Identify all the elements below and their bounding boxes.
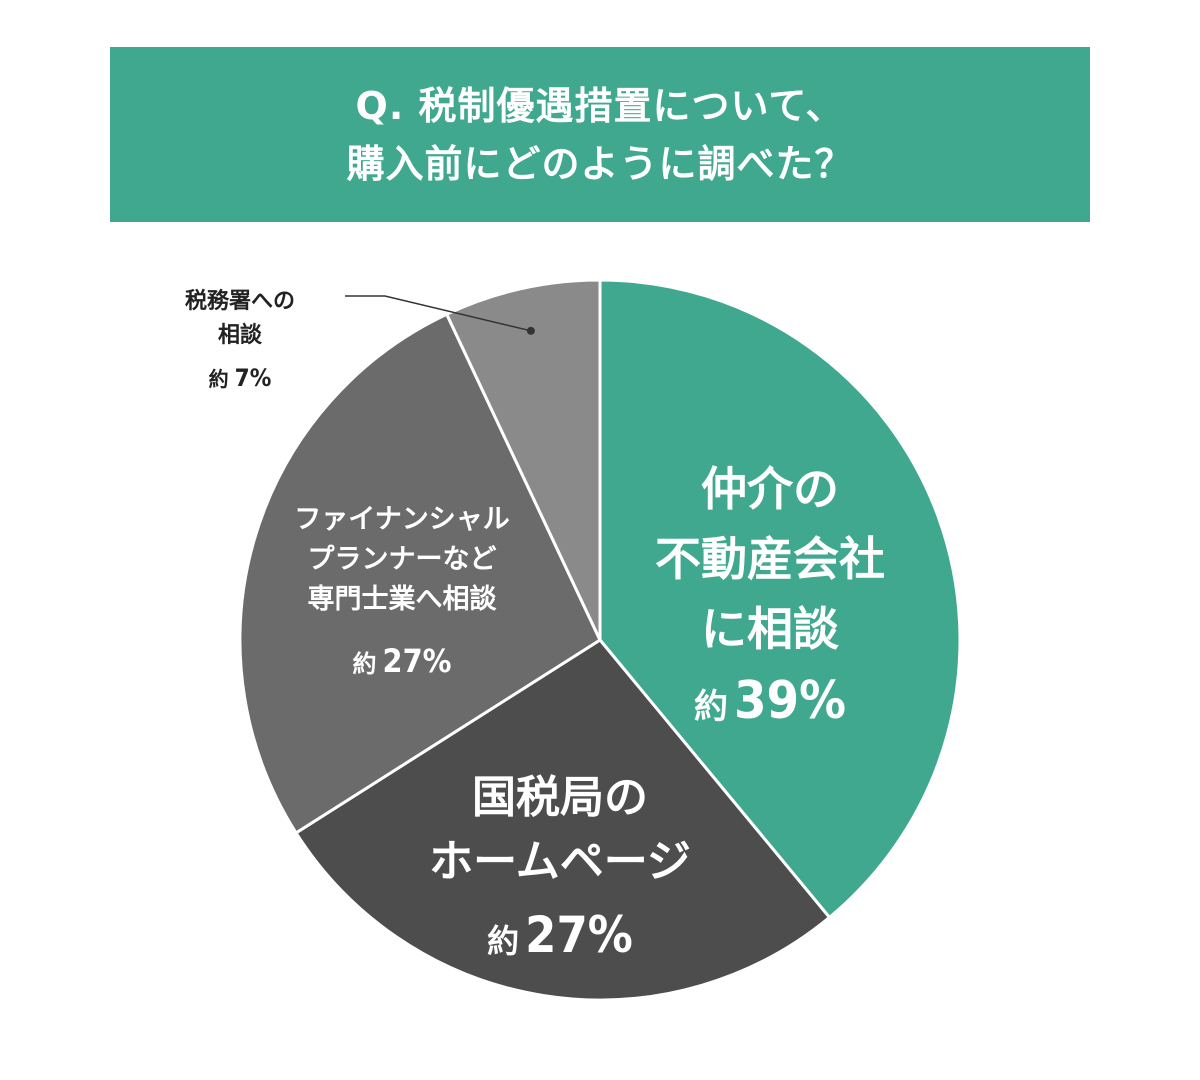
title-line-1: Q. 税制優遇措置について、	[355, 83, 845, 128]
slice-3-label-line-1: ファイナンシャル	[294, 504, 509, 535]
pie-slice-3	[238, 312, 602, 835]
slice-4-label-line-2: 相談	[218, 322, 263, 348]
slice-2-percent-label: 約 27%	[487, 906, 633, 964]
slice-1-label-line-2: 不動産会社	[655, 532, 885, 586]
slice-4-percent-label: 約 7%	[209, 364, 272, 392]
title-line-2: 購入前にどのように調べた？	[346, 141, 854, 186]
leader-dot	[526, 326, 535, 335]
pie-slice-4	[444, 278, 602, 641]
slice-1-label-line-3: に相談	[701, 602, 839, 656]
leader-line	[345, 295, 532, 332]
pie-slice-1	[598, 278, 962, 920]
pie-slice-2	[293, 638, 832, 1002]
pie-slices	[238, 278, 962, 1002]
slice-3-percent-label: 約 27%	[353, 642, 452, 680]
slice-1-label-line-1: 仲介の	[701, 462, 839, 516]
slice-3-label-line-3: 専門士業へ相談	[308, 583, 498, 615]
slice-1-percent-label: 約 39%	[694, 671, 846, 731]
title-banner: Q. 税制優遇措置について、 購入前にどのように調べた？	[110, 47, 1090, 222]
slice-4-label-line-1: 税務署への	[185, 288, 295, 314]
slice-2-label-line-1: 国税局の	[472, 772, 648, 823]
slice-2-label-line-2: ホームページ	[429, 836, 691, 887]
slice-3-label-line-2: プランナーなど	[308, 544, 497, 575]
